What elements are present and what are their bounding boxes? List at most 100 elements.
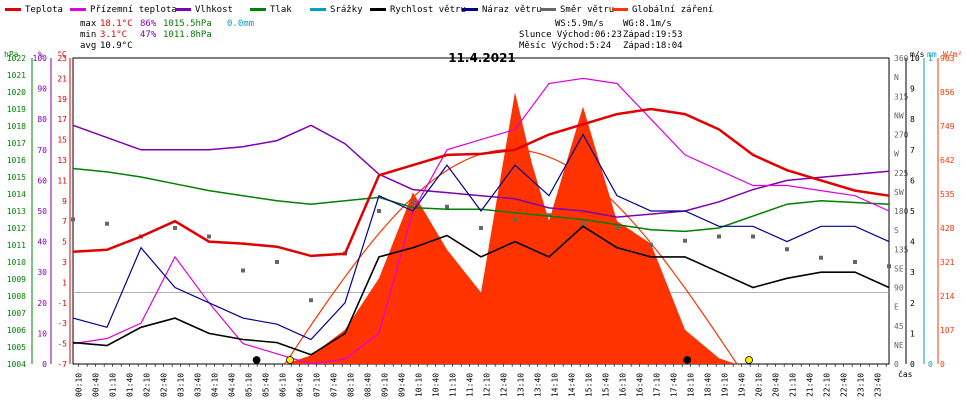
- legend-label: Náraz větru: [482, 5, 542, 15]
- x-tick-label: 21:40: [806, 373, 815, 397]
- x-tick-label: 12:10: [483, 373, 492, 397]
- x-tick-label: 06:40: [296, 373, 305, 397]
- axis-tick-degc: 23: [57, 54, 67, 63]
- axis-tick-hpa: 1013: [7, 207, 26, 216]
- axis-tick-degc: 3: [62, 258, 67, 267]
- axis-tick-ms: 2: [910, 299, 915, 308]
- x-tick-label: 17:10: [653, 373, 662, 397]
- axis-tick-degc: 19: [57, 95, 67, 104]
- x-tick-label: 23:40: [874, 373, 883, 397]
- axis-tick-wm2: 963: [940, 54, 955, 63]
- axis-tick-degc: 21: [57, 74, 67, 83]
- stats-min-press: 1011.8hPa: [163, 30, 212, 40]
- axis-tick-dir: E: [894, 303, 899, 312]
- wind-direction-point: [547, 213, 551, 218]
- legend-label: Teplota: [25, 5, 63, 15]
- legend-label: Srážky: [330, 5, 363, 15]
- wind-direction-point: [853, 260, 857, 264]
- wind-direction-point: [445, 204, 449, 209]
- wind-direction-point: [275, 260, 279, 264]
- legend-swatch: [250, 8, 266, 11]
- x-tick-label: 10:10: [415, 373, 424, 397]
- wind-direction-point: [71, 217, 75, 222]
- wind-direction-point: [819, 255, 823, 260]
- axis-tick-hpa: 1014: [7, 190, 26, 199]
- axis-tick-dir: 225: [894, 169, 909, 178]
- wind-direction-point: [887, 264, 891, 269]
- x-tick-label: 00:10: [75, 373, 84, 397]
- x-tick-label: 22:10: [823, 373, 832, 397]
- wind-direction-point: [751, 234, 755, 239]
- axis-tick-hpa: 1011: [7, 241, 26, 250]
- legend-label: Globální záření: [632, 5, 713, 15]
- x-tick-label: 21:10: [789, 373, 798, 397]
- wind-direction-point: [683, 238, 687, 243]
- axis-tick-dir: 0: [894, 360, 899, 369]
- x-tick-label: 04:40: [228, 373, 237, 397]
- axis-tick-ms: 0: [910, 360, 915, 369]
- axis-tick-dir: 360: [894, 54, 909, 63]
- axis-tick-ms: 4: [910, 238, 915, 247]
- x-tick-label: 00:40: [92, 373, 101, 397]
- stats-max-hum: 86%: [140, 19, 157, 29]
- axis-tick-hpa: 1004: [7, 360, 26, 369]
- unit-cas: čas: [898, 369, 913, 379]
- x-tick-label: 14:40: [568, 373, 577, 397]
- axis-tick-hpa: 1006: [7, 326, 26, 335]
- stats-max-temp: 18.1°C: [100, 19, 133, 29]
- axis-tick-dir: 180: [894, 207, 909, 216]
- legend-swatch: [70, 8, 86, 11]
- axis-tick-degc: 11: [57, 176, 67, 185]
- info-moon-set: Západ:18:04: [623, 41, 683, 51]
- x-tick-label: 07:40: [330, 373, 339, 397]
- moon-event-marker: [252, 356, 261, 364]
- axis-tick-pct: 90: [37, 85, 47, 94]
- x-tick-label: 13:40: [534, 373, 543, 397]
- x-tick-label: 05:40: [262, 373, 271, 397]
- legend-swatch: [310, 8, 326, 11]
- stats-avg-label: avg: [80, 41, 96, 51]
- plot-area: [71, 57, 891, 365]
- axis-tick-dir: 270: [894, 131, 909, 140]
- axis-tick-mm: 0: [928, 360, 933, 369]
- axis-tick-mm: 1: [928, 54, 933, 63]
- axis-tick-wm2: 642: [940, 156, 955, 165]
- axis-tick-dir: NW: [894, 111, 904, 120]
- x-tick-label: 08:10: [347, 373, 356, 397]
- x-tick-label: 20:40: [772, 373, 781, 397]
- wind-direction-point: [173, 226, 177, 230]
- axis-tick-wm2: 535: [940, 190, 955, 199]
- x-tick-label: 18:40: [704, 373, 713, 397]
- x-tick-label: 09:40: [398, 373, 407, 397]
- info-ws: WS:5.9m/s: [555, 19, 604, 29]
- axis-tick-hpa: 1009: [7, 275, 26, 284]
- moon-event-marker: [683, 356, 692, 364]
- unit-mm: mm: [927, 50, 937, 59]
- wind-direction-point: [241, 268, 245, 273]
- x-tick-label: 03:40: [194, 373, 203, 397]
- legend-swatch: [462, 8, 478, 11]
- axis-tick-wm2: 321: [940, 258, 955, 267]
- x-tick-label: 13:10: [517, 373, 526, 397]
- unit-pct: %: [38, 50, 43, 59]
- legend-swatch: [612, 8, 628, 11]
- axis-tick-pct: 100: [33, 54, 48, 63]
- axis-tick-hpa: 1020: [7, 88, 26, 97]
- info-block: WS:5.9m/s WG:8.1m/s Slunce Východ:06:23 …: [519, 19, 683, 51]
- legend-label: Rychlost větru: [390, 5, 466, 15]
- axis-tick-degc: -7: [57, 360, 67, 369]
- legend-label: Vlhkost: [195, 5, 233, 15]
- axis-tick-wm2: 749: [940, 122, 955, 131]
- axis-tick-degc: -3: [57, 319, 67, 328]
- info-sun-set: Západ:19:53: [623, 30, 683, 40]
- wind-direction-point: [377, 209, 381, 213]
- axis-tick-degc: 7: [62, 217, 67, 226]
- axis-tick-pct: 10: [37, 329, 47, 338]
- axis-tick-wm2: 107: [940, 326, 955, 335]
- x-tick-label: 19:40: [738, 373, 747, 397]
- axis-tick-degc: 17: [57, 115, 67, 124]
- axis-tick-degc: 9: [62, 197, 67, 206]
- axis-tick-hpa: 1018: [7, 122, 26, 131]
- x-tick-label: 03:10: [177, 373, 186, 397]
- axis-tick-dir: 135: [894, 245, 909, 254]
